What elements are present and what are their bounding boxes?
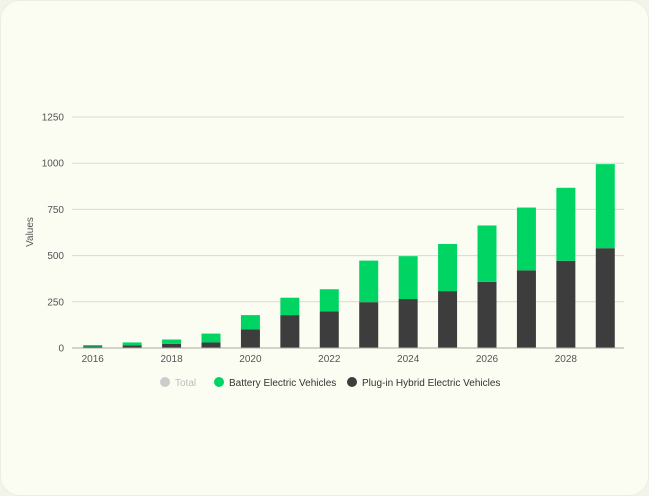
bar-segment[interactable] <box>438 243 458 292</box>
bar-segment[interactable] <box>398 299 418 348</box>
bar-stack <box>280 297 300 348</box>
bar-segment[interactable] <box>516 270 536 348</box>
bar-segment[interactable] <box>83 346 103 348</box>
bar-segment[interactable] <box>162 339 182 344</box>
x-tick-label: 2022 <box>318 354 341 365</box>
legend-marker <box>347 377 357 387</box>
legend-item[interactable]: Total <box>160 377 196 389</box>
bar-stack <box>477 225 497 348</box>
bar-segment[interactable] <box>556 187 576 261</box>
x-tick-label: 2024 <box>397 354 420 365</box>
bars <box>83 164 615 348</box>
bar-segment[interactable] <box>595 248 615 348</box>
bar-stack <box>398 256 418 348</box>
legend-marker <box>160 377 170 387</box>
bar-stack <box>438 243 458 348</box>
bar-stack <box>595 164 615 348</box>
bar-stack <box>162 339 182 348</box>
y-axis-label: Values <box>25 217 36 247</box>
legend-marker <box>214 377 224 387</box>
y-tick-label: 250 <box>47 297 64 308</box>
bar-segment[interactable] <box>83 345 103 347</box>
y-axis-ticks: 0 250 500 750 1000 1250 <box>42 113 65 355</box>
gridlines <box>72 116 624 303</box>
x-tick-label: 2028 <box>555 354 578 365</box>
bar-segment[interactable] <box>359 260 379 303</box>
bar-segment[interactable] <box>201 333 221 343</box>
bar-stack <box>83 345 103 348</box>
y-tick-label: 0 <box>58 344 64 355</box>
legend-item[interactable]: Battery Electric Vehicles <box>214 377 336 389</box>
bar-segment[interactable] <box>477 225 497 282</box>
bar-stack <box>122 342 142 348</box>
y-tick-label: 1000 <box>42 159 65 170</box>
bar-segment[interactable] <box>595 164 615 249</box>
bar-segment[interactable] <box>438 291 458 348</box>
bar-stack <box>319 289 339 348</box>
bar-stack <box>201 333 221 348</box>
legend-label: Total <box>175 378 196 389</box>
x-tick-label: 2026 <box>476 354 499 365</box>
x-tick-label: 2016 <box>82 354 105 365</box>
bar-stack <box>240 315 260 348</box>
bar-segment[interactable] <box>240 315 260 330</box>
legend-item[interactable]: Plug-in Hybrid Electric Vehicles <box>347 377 500 389</box>
legend-label: Plug-in Hybrid Electric Vehicles <box>362 378 500 389</box>
x-tick-label: 2018 <box>160 354 183 365</box>
bar-segment[interactable] <box>240 329 260 348</box>
bar-stack <box>516 207 536 348</box>
bar-segment[interactable] <box>280 315 300 348</box>
bar-segment[interactable] <box>398 256 418 300</box>
bar-segment[interactable] <box>319 289 339 312</box>
legend-label: Battery Electric Vehicles <box>229 378 336 389</box>
y-tick-label: 750 <box>47 205 64 216</box>
bar-segment[interactable] <box>280 297 300 316</box>
bar-segment[interactable] <box>319 311 339 348</box>
bar-segment[interactable] <box>556 260 576 348</box>
legend: Total Battery Electric Vehicles Plug-in Hy… <box>160 377 500 389</box>
bar-stack <box>556 187 576 348</box>
x-axis-ticks: 2016 2018 2020 2022 2024 2026 2028 <box>82 354 578 365</box>
bar-segment[interactable] <box>162 343 182 348</box>
y-tick-label: 1250 <box>42 113 65 124</box>
bar-stack <box>359 260 379 348</box>
y-tick-label: 500 <box>47 251 64 262</box>
bar-segment[interactable] <box>359 302 379 348</box>
bar-segment[interactable] <box>122 342 142 346</box>
bar-segment[interactable] <box>477 281 497 348</box>
x-tick-label: 2020 <box>239 354 262 365</box>
bar-segment[interactable] <box>201 342 221 348</box>
bar-segment[interactable] <box>516 207 536 271</box>
bar-segment[interactable] <box>122 345 142 348</box>
